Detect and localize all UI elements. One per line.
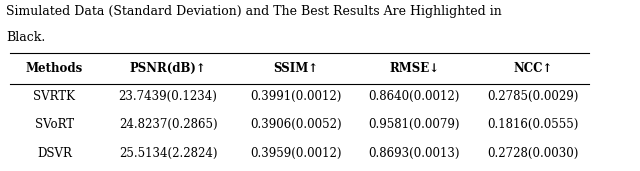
Text: 25.5134(2.2824): 25.5134(2.2824)	[119, 147, 217, 160]
Text: 0.1816(0.0555): 0.1816(0.0555)	[487, 118, 579, 131]
Text: RMSE↓: RMSE↓	[389, 62, 440, 75]
Text: SSIM↑: SSIM↑	[273, 62, 319, 75]
Text: 0.8640(0.0012): 0.8640(0.0012)	[369, 90, 460, 103]
Text: 0.3959(0.0012): 0.3959(0.0012)	[250, 147, 342, 160]
Text: DSVR: DSVR	[37, 147, 72, 160]
Text: 0.3991(0.0012): 0.3991(0.0012)	[250, 90, 342, 103]
Text: 0.2785(0.0029): 0.2785(0.0029)	[487, 90, 579, 103]
Text: PSNR(dB)↑: PSNR(dB)↑	[130, 62, 206, 75]
Text: 0.2728(0.0030): 0.2728(0.0030)	[487, 147, 579, 160]
Text: SVRTK: SVRTK	[33, 90, 76, 103]
Text: Black.: Black.	[6, 31, 45, 44]
Text: 23.7439(0.1234): 23.7439(0.1234)	[118, 90, 218, 103]
Text: Methods: Methods	[26, 62, 83, 75]
Text: 0.3906(0.0052): 0.3906(0.0052)	[250, 118, 342, 131]
Text: SVoRT: SVoRT	[35, 118, 74, 131]
Text: 0.9581(0.0079): 0.9581(0.0079)	[369, 118, 460, 131]
Text: 24.8237(0.2865): 24.8237(0.2865)	[118, 118, 218, 131]
Text: NCC↑: NCC↑	[513, 62, 552, 75]
Text: Simulated Data (Standard Deviation) and The Best Results Are Highlighted in: Simulated Data (Standard Deviation) and …	[6, 5, 502, 18]
Text: 0.8693(0.0013): 0.8693(0.0013)	[369, 147, 460, 160]
